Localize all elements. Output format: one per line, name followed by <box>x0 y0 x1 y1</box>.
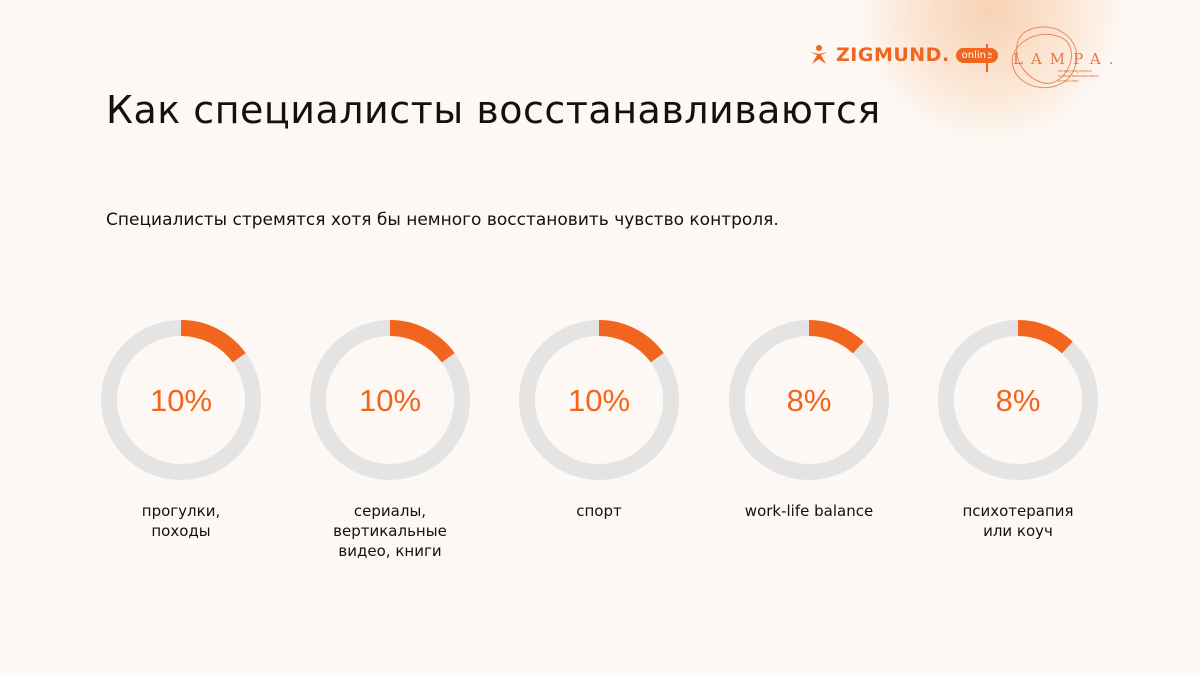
lampa-logo: LAMPA. международное коммуникационное аг… <box>1005 22 1113 106</box>
donut-value-arc <box>598 320 664 363</box>
category-label: сериалы, вертикальные видео, книги <box>333 502 447 560</box>
zigmund-figure-icon <box>810 45 828 64</box>
page-title: Как специалисты восстанавливаются <box>106 88 881 132</box>
donut-value-arc <box>180 320 246 363</box>
category-label: прогулки, походы <box>141 502 221 540</box>
donut-value-label: 8% <box>996 383 1041 418</box>
logo-divider <box>986 44 988 72</box>
zigmund-wordmark: ZIGMUND. <box>836 44 950 66</box>
donut-value-label: 10% <box>359 383 421 418</box>
donut-value-label: 10% <box>150 383 212 418</box>
donut-value-label: 10% <box>568 383 630 418</box>
page-subtitle: Специалисты стремятся хотя бы немного во… <box>106 210 779 230</box>
category-label: психотерапия или коуч <box>962 502 1074 540</box>
lampa-tagline: международное коммуникационное агентство <box>1058 68 1100 83</box>
donut-charts: 10% 10% 10% 8% 8% <box>101 320 1098 480</box>
donut-value-arc <box>808 320 864 354</box>
category-label: спорт <box>576 502 622 520</box>
category-label: work-life balance <box>744 502 874 520</box>
donut-value-arc <box>389 320 455 363</box>
donut-value-label: 8% <box>787 383 832 418</box>
donut-value-arc <box>1017 320 1073 354</box>
lampa-wordmark: LAMPA. <box>1013 50 1122 68</box>
lampa-swirl-icon <box>1011 26 1078 89</box>
zigmund-logo: ZIGMUND. online <box>808 44 999 66</box>
zigmund-online-badge: online <box>955 47 999 63</box>
